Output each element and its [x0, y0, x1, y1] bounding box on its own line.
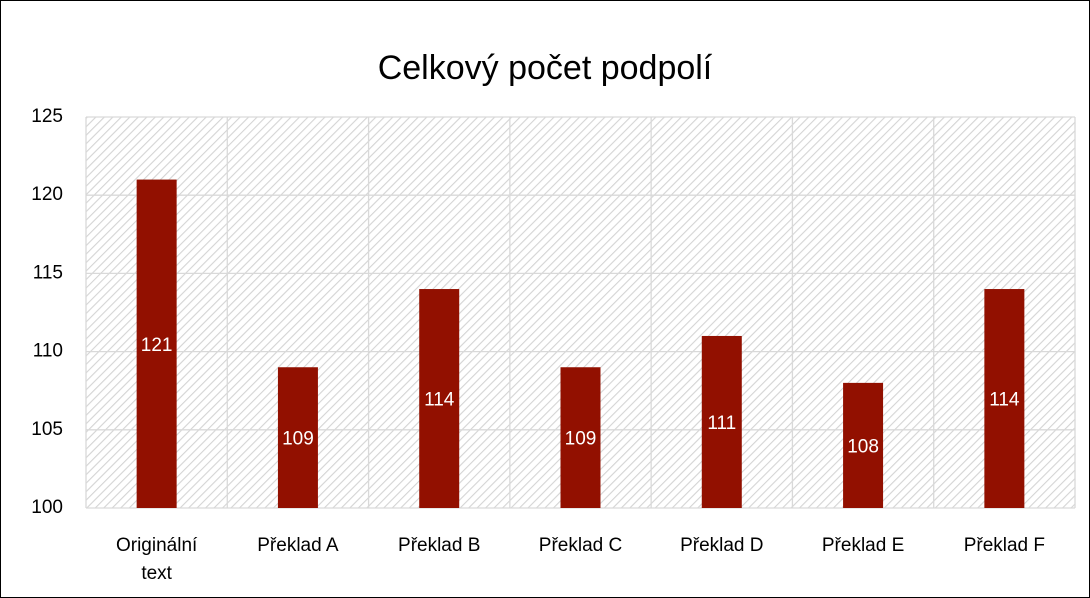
- bar: [701, 335, 742, 508]
- data-label: 109: [565, 429, 597, 450]
- bar: [419, 289, 460, 508]
- data-label: 121: [141, 335, 173, 356]
- x-tick-label: Originální text: [116, 535, 198, 584]
- x-tick-label: Překlad A: [257, 535, 339, 556]
- x-tick-label: Překlad B: [398, 535, 480, 556]
- y-tick-label: 110: [33, 341, 63, 362]
- y-tick-label: 120: [31, 184, 63, 205]
- x-tick-label: Překlad D: [680, 535, 763, 556]
- bar: [560, 367, 601, 508]
- x-tick-label: Překlad E: [822, 535, 904, 556]
- bar: [277, 367, 318, 508]
- bar: [843, 382, 884, 508]
- y-tick-label: 125: [31, 106, 63, 127]
- bar: [136, 179, 177, 508]
- x-tick-label: Překlad F: [964, 535, 1045, 556]
- y-tick-label: 105: [31, 419, 63, 440]
- y-tick-label: 100: [31, 497, 63, 518]
- chart-title: Celkový počet podpolí: [378, 49, 713, 87]
- data-label: 114: [989, 390, 1020, 411]
- data-label: 108: [847, 436, 879, 457]
- data-label: 111: [707, 413, 736, 434]
- x-tick-label: Překlad C: [539, 535, 622, 556]
- y-tick-label: 115: [33, 262, 63, 283]
- data-label: 109: [282, 429, 314, 450]
- data-label: 114: [424, 390, 455, 411]
- bar: [984, 289, 1025, 508]
